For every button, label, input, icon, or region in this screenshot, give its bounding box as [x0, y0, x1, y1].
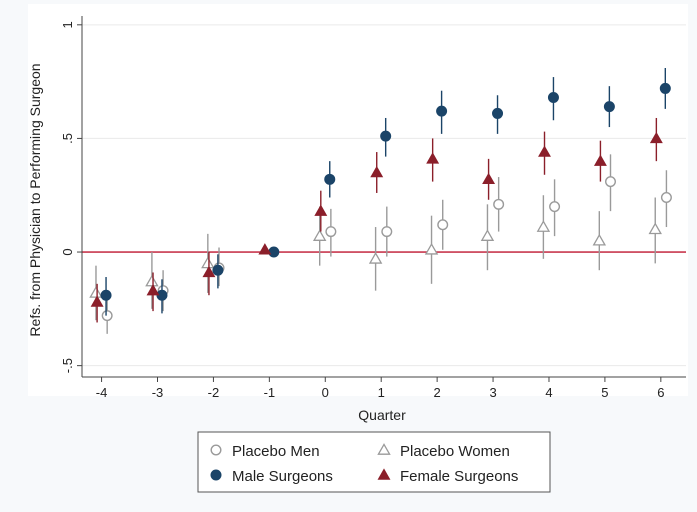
data-point: [370, 165, 384, 178]
data-point: [212, 264, 224, 276]
data-point: [324, 173, 336, 185]
x-tick-label: -3: [152, 385, 164, 400]
data-point: [368, 251, 383, 264]
series-placebo-women: [89, 195, 662, 321]
legend-marker: [210, 444, 222, 456]
y-axis-title: Refs. from Physician to Performing Surge…: [27, 63, 43, 336]
x-tick-label: 6: [657, 385, 664, 400]
data-point: [426, 152, 440, 164]
data-point: [90, 295, 104, 307]
data-point: [380, 130, 392, 142]
data-point: [536, 220, 551, 232]
data-point: [603, 101, 615, 113]
x-tick-label: 3: [489, 385, 496, 400]
data-point: [145, 274, 159, 287]
x-tick-label: -4: [96, 385, 108, 400]
data-point: [659, 82, 671, 94]
data-point: [312, 229, 327, 241]
legend-label: Placebo Men: [232, 443, 320, 460]
data-point: [100, 289, 112, 301]
series-female-surgeons: [90, 117, 663, 323]
data-point: [492, 107, 504, 119]
y-tick-label: 1: [60, 21, 75, 28]
legend-item: Placebo Women: [377, 443, 510, 460]
data-point: [381, 226, 393, 238]
data-point: [437, 219, 449, 231]
data-point: [592, 233, 607, 246]
legend-box: [197, 431, 551, 493]
plot-panel: [28, 4, 688, 396]
legend-item: Placebo Men: [210, 443, 320, 460]
legend: Placebo Men Placebo Women Male Surgeons Fem…: [197, 431, 551, 493]
data-point: [258, 243, 272, 255]
data-point: [268, 246, 280, 258]
series-male-surgeons: [100, 67, 671, 316]
data-point: [436, 105, 448, 117]
x-tick-label: 1: [378, 385, 385, 400]
data-point: [660, 191, 672, 203]
x-tick-label: 5: [601, 385, 608, 400]
data-point: [547, 92, 559, 104]
data-point: [493, 198, 505, 210]
x-tick-label: 0: [322, 385, 329, 400]
x-axis-title: Quarter: [358, 407, 406, 423]
data-point: [101, 310, 113, 322]
legend-marker: [210, 469, 222, 481]
data-point: [649, 131, 663, 144]
data-point: [201, 256, 215, 269]
y-tick-label: .5: [60, 133, 75, 144]
data-point: [538, 145, 551, 157]
data-point: [202, 265, 216, 278]
legend-marker: [377, 443, 391, 455]
data-point: [146, 284, 160, 296]
data-point: [325, 226, 337, 238]
data-point: [424, 242, 439, 255]
data-point: [549, 201, 561, 213]
data-point: [89, 286, 103, 298]
y-tick-label: -.5: [60, 358, 75, 373]
y-tick-label: 0: [60, 248, 75, 255]
legend-label: Female Surgeons: [400, 468, 518, 485]
legend-item: Female Surgeons: [377, 468, 518, 485]
data-point: [648, 222, 662, 235]
legend-item: Male Surgeons: [210, 468, 333, 485]
x-tick-label: -1: [264, 385, 276, 400]
axes: 1 .5 0 -.5 -4 -3 -2 -1 0 1 2 3 4 5 6: [60, 16, 686, 400]
data-point: [482, 172, 496, 185]
data-point: [605, 176, 617, 188]
x-tick-label: 2: [434, 385, 441, 400]
x-tick-label: 4: [545, 385, 552, 400]
x-tick-label: -2: [208, 385, 220, 400]
data-point: [314, 204, 328, 216]
data-point: [480, 229, 495, 241]
data-point: [593, 154, 607, 166]
legend-label: Placebo Women: [400, 443, 510, 460]
data-series: [89, 67, 672, 334]
legend-label: Male Surgeons: [232, 468, 333, 485]
legend-marker: [377, 468, 391, 480]
